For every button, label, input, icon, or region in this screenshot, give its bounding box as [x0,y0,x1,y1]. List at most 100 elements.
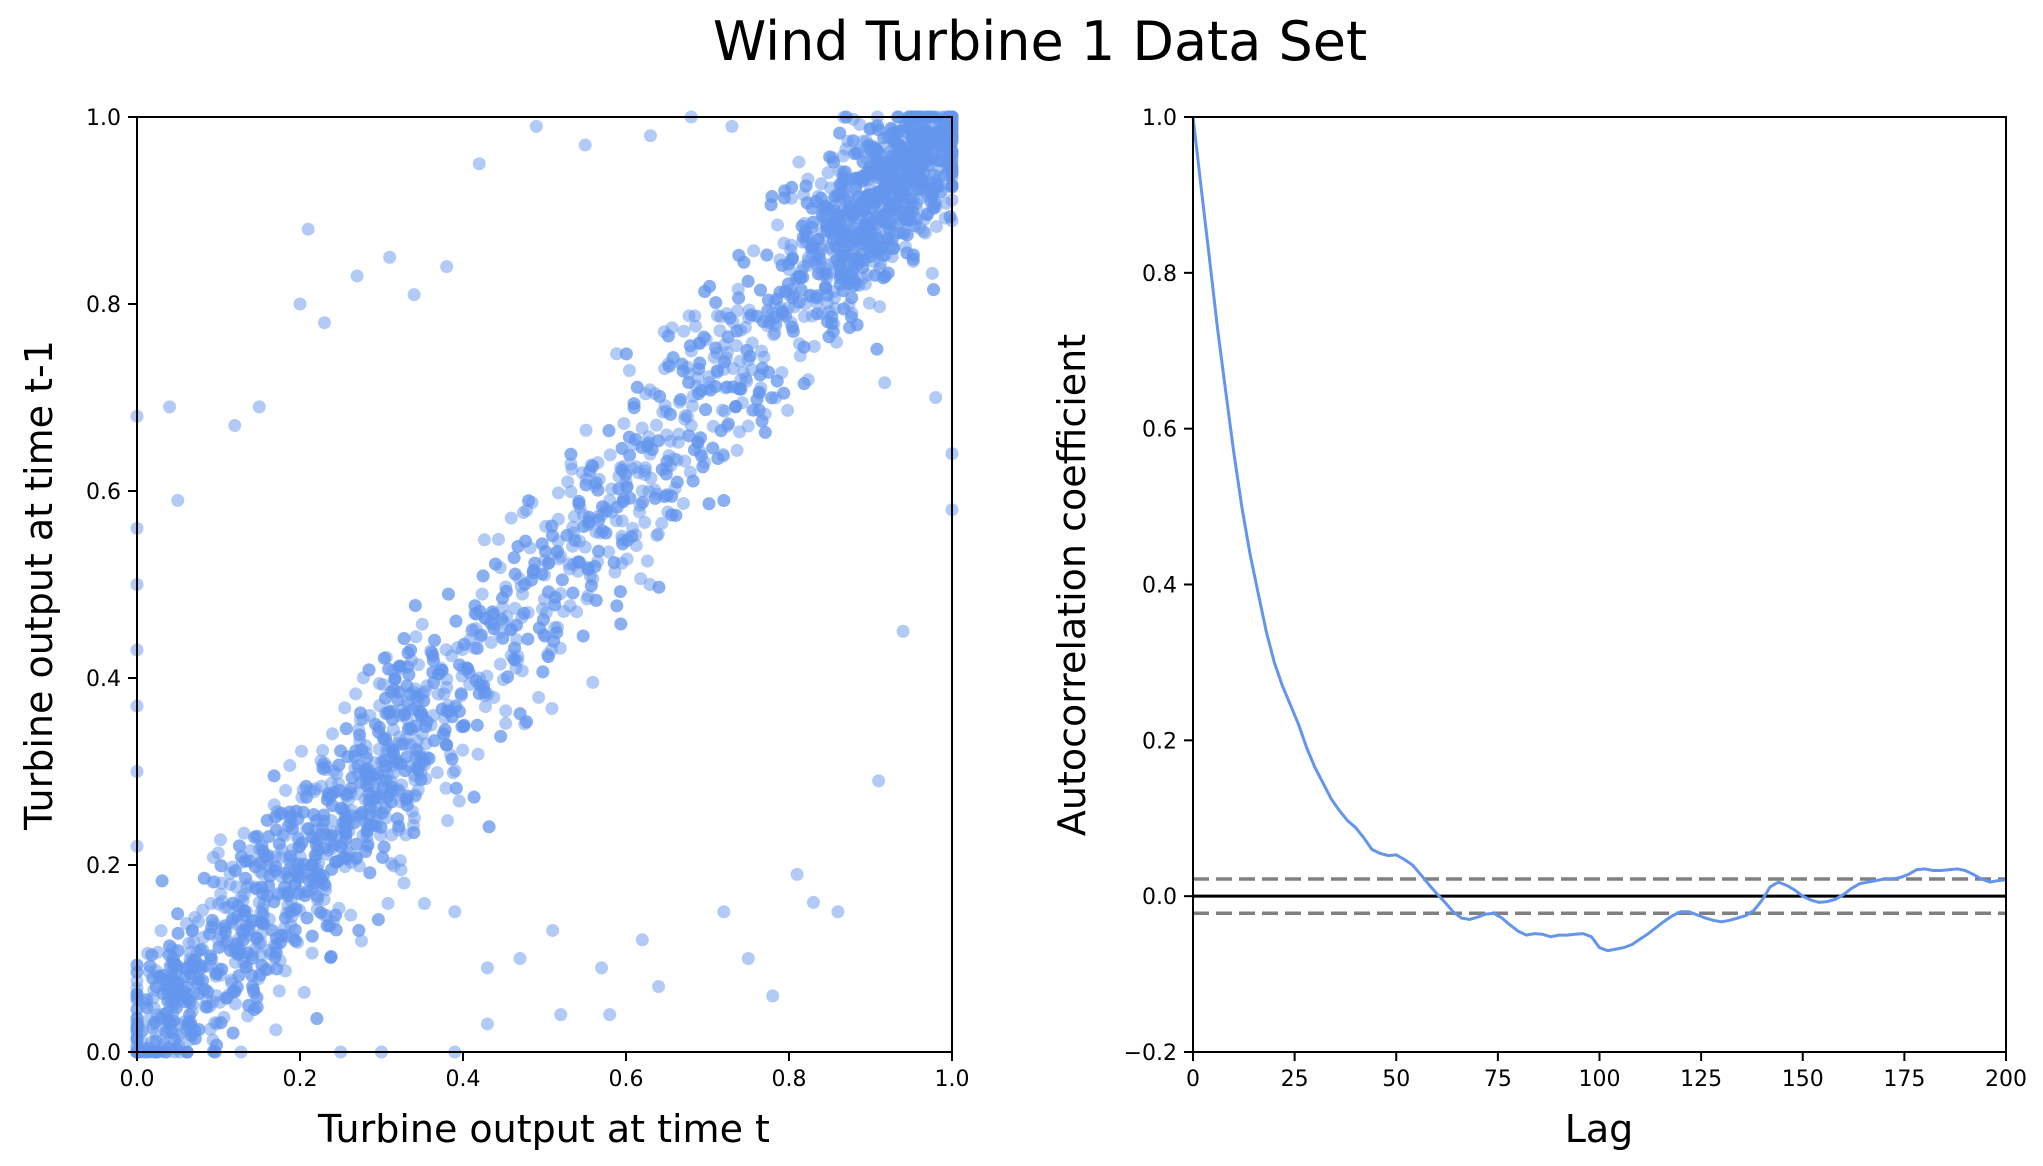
scatter-y-tick-label: 1.0 [86,106,121,131]
scatter-point [578,138,592,152]
scatter-point [213,833,227,847]
scatter-point [226,912,240,926]
scatter-point [379,733,393,747]
scatter-point [226,1026,240,1040]
scatter-point [826,218,840,232]
scatter-point [219,991,233,1005]
scatter-y-tick-label: 0.0 [86,1041,121,1066]
acf-y-tick-label: 0.6 [1142,418,1177,443]
scatter-point [300,911,314,925]
scatter-point [305,946,319,960]
scatter-point [298,889,312,903]
scatter-point [143,959,157,973]
scatter-point [766,306,780,320]
scatter-point [336,816,350,830]
scatter-point [755,414,769,428]
scatter-point [401,646,415,660]
scatter-point [663,407,677,421]
scatter-point [435,664,449,678]
scatter-point [821,166,835,180]
scatter-point [706,441,720,455]
scatter-point [329,923,343,937]
scatter-point [897,226,911,240]
scatter-point [371,913,385,927]
scatter-point [297,985,311,999]
scatter-point [702,497,716,511]
scatter-point [516,506,530,520]
scatter-point [515,587,529,601]
scatter-point [760,248,774,262]
scatter-point [296,805,310,819]
scatter-point [382,706,396,720]
acf-x-tick-label: 125 [1680,1067,1722,1092]
scatter-point [831,905,845,919]
scatter-point [554,1008,568,1022]
scatter-point [232,969,246,983]
scatter-point [752,403,766,417]
scatter-point [615,514,629,528]
scatter-point [183,1008,197,1022]
scatter-point [541,650,555,664]
scatter-point [688,443,702,457]
scatter-point [560,528,574,542]
scatter-point [538,629,552,643]
scatter-point [577,519,591,533]
scatter-point [711,452,725,466]
acf-y-label: Autocorrelation coefficient [1050,334,1094,836]
scatter-point [229,880,243,894]
acf-y-tick-label: −0.2 [1124,1041,1177,1066]
scatter-point [777,191,791,205]
scatter-point [194,943,208,957]
scatter-point [339,827,353,841]
scatter-point [670,453,684,467]
scatter-point [653,389,667,403]
scatter-point [825,310,839,324]
scatter-point [689,319,703,333]
acf-y-tick-label: 1.0 [1142,106,1177,131]
scatter-point [163,400,177,414]
scatter-point [386,722,400,736]
scatter-point [920,149,934,163]
scatter-point [358,793,372,807]
scatter-point [478,700,492,714]
scatter-point [163,939,177,953]
scatter-point [362,663,376,677]
scatter-point [274,935,288,949]
acf-x-label: Lag [1565,1107,1634,1151]
scatter-point [561,475,575,489]
scatter-point [439,643,453,657]
scatter-point [619,475,633,489]
scatter-point [701,381,714,395]
scatter-point [655,462,669,476]
scatter-point [592,513,606,527]
scatter-point [401,789,415,803]
scatter-point [676,497,690,511]
scatter-point [372,720,386,734]
scatter-point [753,368,767,382]
scatter-point [470,641,484,655]
scatter-point [564,485,578,499]
scatter-point [786,251,800,265]
scatter-point [805,201,819,215]
scatter-point [837,249,851,263]
scatter-point [381,790,395,804]
scatter-point [295,744,309,758]
scatter-x-tick-label: 0.2 [283,1067,318,1092]
scatter-point [584,579,598,593]
scatter-point [741,274,755,288]
scatter-point [272,984,286,998]
scatter-point [725,119,739,133]
scatter-point [910,212,924,226]
scatter-point [862,296,876,310]
scatter-point [513,952,527,965]
scatter-point [732,248,746,262]
scatter-point [709,296,723,310]
scatter-point [545,519,559,533]
scatter-point [145,948,159,962]
scatter-point [836,149,850,163]
acf-y-tick-label: 0.8 [1142,262,1177,287]
scatter-point [907,133,921,147]
scatter-point [281,871,295,885]
scatter-point [770,374,784,388]
